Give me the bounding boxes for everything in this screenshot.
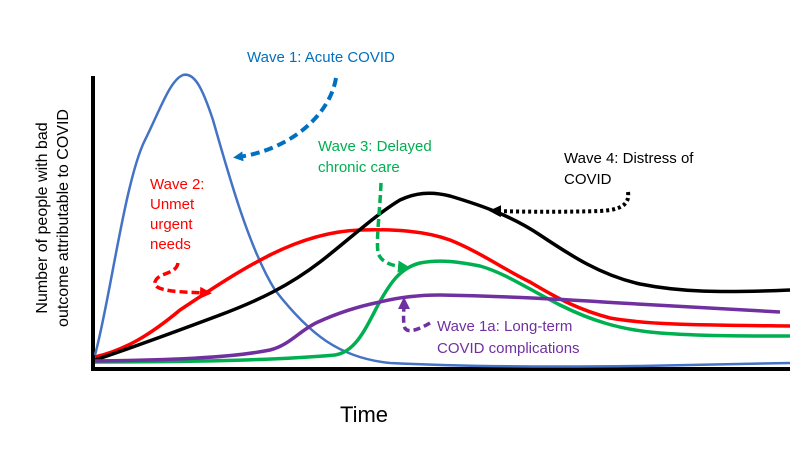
wave2-label-line2: Unmet	[150, 196, 195, 213]
wave3-label-line1: Wave 3: Delayed	[318, 138, 432, 155]
wave4-pointer-arrow	[489, 191, 631, 218]
y-axis-label-line1: Number of people with bad	[34, 122, 51, 313]
wave2-pointer-arrow	[153, 262, 212, 299]
wave4-curve	[94, 191, 791, 362]
wave1a-label-line1: Wave 1a: Long-term	[437, 318, 572, 335]
x-axis-label: Time	[340, 402, 388, 427]
wave4-label-line1: Wave 4: Distress of	[564, 150, 694, 167]
wave1-pointer-arrow	[233, 77, 338, 162]
wave1a-label-line2: COVID complications	[437, 340, 580, 357]
wave3-curve	[94, 259, 791, 364]
wave1-curve	[93, 73, 791, 368]
y-axis-label-line2: outcome attributable to COVID	[55, 109, 72, 327]
wave4-label-line2: COVID	[564, 171, 612, 188]
wave2-label-line1: Wave 2:	[150, 176, 204, 193]
wave2-label-line3: urgent	[150, 216, 193, 233]
wave1a-pointer-arrow	[397, 297, 431, 333]
wave2-curve	[94, 228, 791, 359]
wave1-label: Wave 1: Acute COVID	[247, 49, 395, 66]
wave2-label-line4: needs	[150, 236, 191, 253]
wave1a-curve	[94, 293, 781, 363]
wave3-pointer-arrow	[375, 182, 410, 273]
wave3-label-line2: chronic care	[318, 159, 400, 176]
